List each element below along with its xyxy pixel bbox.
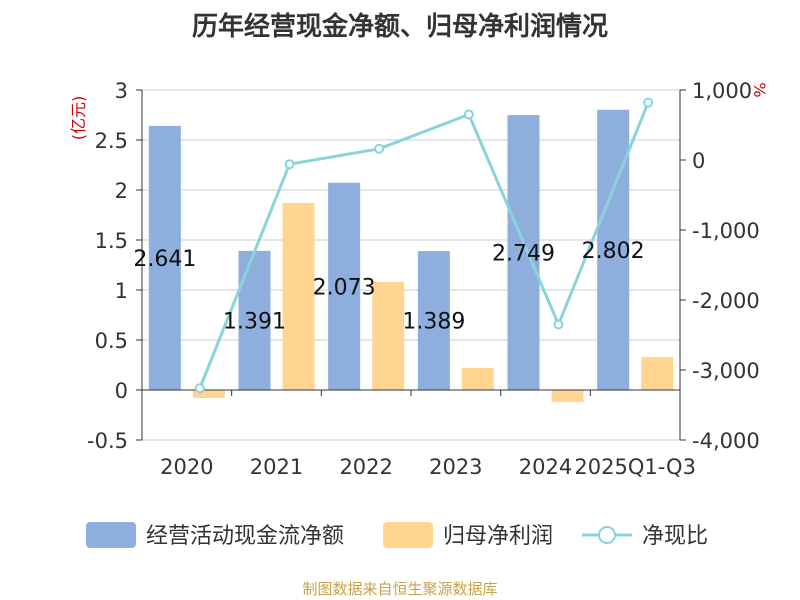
cashflow-value-label: 2.749 bbox=[492, 242, 555, 267]
left-tick-label: 1 bbox=[115, 279, 128, 303]
cashflow-bar bbox=[328, 182, 361, 390]
chart-title: 历年经营现金净额、归母净利润情况 bbox=[191, 12, 608, 42]
ratio-point bbox=[374, 143, 385, 154]
left-tick-label: 0.5 bbox=[95, 329, 128, 353]
cashflow-bar bbox=[238, 250, 271, 390]
left-unit-label: (亿元) bbox=[69, 96, 88, 141]
legend-label-profit: 归母净利润 bbox=[443, 524, 553, 549]
x-tick-label: 2024 bbox=[519, 455, 572, 479]
net-profit-bar bbox=[372, 282, 405, 390]
ratio-point bbox=[463, 109, 474, 120]
legend-label-cashflow: 经营活动现金流净额 bbox=[146, 524, 344, 549]
left-tick-label: -0.5 bbox=[87, 429, 128, 453]
legend-label-ratio: 净现比 bbox=[642, 524, 708, 549]
bars bbox=[148, 109, 674, 402]
cashflow-value-label: 1.389 bbox=[402, 310, 465, 335]
right-tick-label: -1,000 bbox=[692, 219, 760, 243]
net-profit-bar bbox=[282, 203, 315, 390]
cashflow-value-label: 2.073 bbox=[313, 275, 376, 300]
ratio-point bbox=[553, 319, 564, 330]
source-note: 制图数据来自恒生聚源数据库 bbox=[302, 580, 498, 598]
right-tick-label: -2,000 bbox=[692, 289, 760, 313]
x-tick-label: 2023 bbox=[429, 455, 482, 479]
right-tick-label: -3,000 bbox=[692, 359, 760, 383]
x-tick-label: 2025Q1-Q3 bbox=[574, 455, 696, 479]
left-tick-label: 2 bbox=[115, 179, 128, 203]
ratio-point bbox=[284, 159, 295, 170]
legend-swatch-cashflow bbox=[86, 522, 136, 548]
right-unit-label: % bbox=[750, 82, 769, 97]
legend-swatch-ratio-marker bbox=[598, 526, 616, 544]
legend[interactable]: 经营活动现金流净额 归母净利润 净现比 bbox=[86, 522, 708, 549]
axes: -0.5 0 0.5 1 1.5 2 2.5 3 -4,000 -3,000 -2,000 -1,00… bbox=[69, 79, 769, 479]
net-profit-bar bbox=[641, 357, 674, 390]
ratio-line bbox=[194, 97, 654, 394]
ratio-point bbox=[643, 97, 654, 108]
cashflow-bar bbox=[507, 115, 540, 390]
ratio-point bbox=[194, 383, 205, 394]
cashflow-bar bbox=[417, 251, 450, 390]
right-tick-label: -4,000 bbox=[692, 429, 760, 453]
left-tick-label: 1.5 bbox=[95, 229, 128, 253]
right-tick-label: 0 bbox=[692, 149, 705, 173]
data-labels: 2.641 1.391 2.073 1.389 2.749 2.802 bbox=[133, 239, 644, 335]
x-tick-label: 2021 bbox=[250, 455, 303, 479]
cashflow-value-label: 1.391 bbox=[223, 309, 286, 334]
left-tick-label: 0 bbox=[115, 379, 128, 403]
left-tick-label: 2.5 bbox=[95, 129, 128, 153]
cashflow-bar bbox=[148, 125, 181, 391]
net-profit-bar bbox=[551, 390, 584, 402]
legend-swatch-profit bbox=[383, 522, 433, 548]
cashflow-value-label: 2.641 bbox=[133, 247, 196, 272]
x-tick-label: 2022 bbox=[339, 455, 392, 479]
net-profit-bar bbox=[461, 368, 494, 390]
ratio-series-line bbox=[198, 102, 650, 389]
cashflow-bar bbox=[597, 109, 630, 391]
x-tick-label: 2020 bbox=[160, 455, 213, 479]
net-profit-bar bbox=[192, 390, 225, 398]
cashflow-value-label: 2.802 bbox=[582, 239, 645, 264]
left-tick-label: 3 bbox=[115, 79, 128, 103]
right-tick-label: 1,000 bbox=[692, 79, 752, 103]
